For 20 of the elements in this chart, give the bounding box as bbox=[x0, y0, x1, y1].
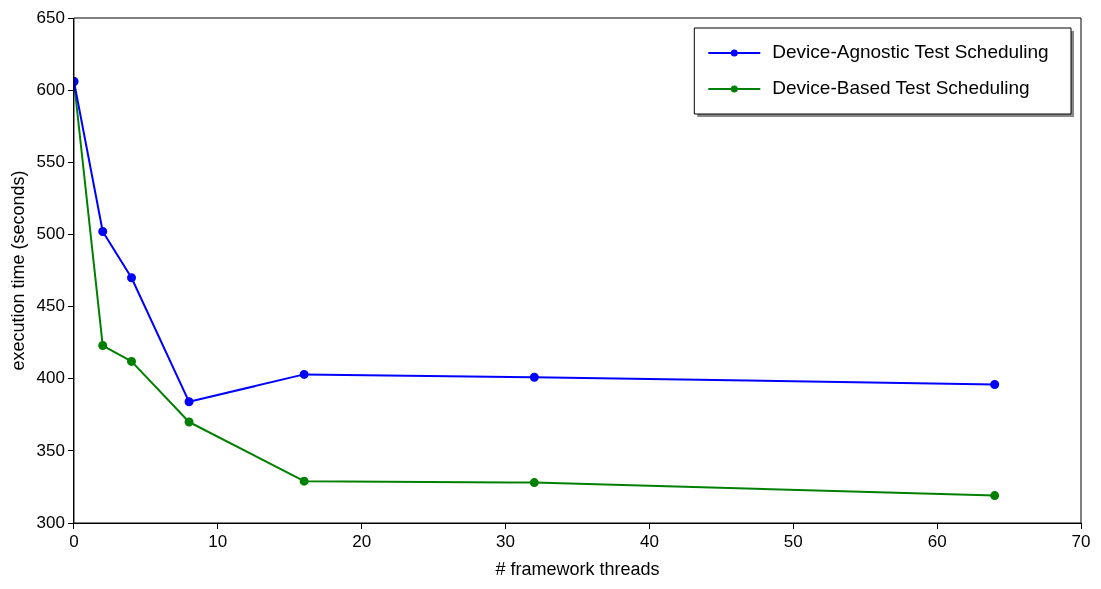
x-tick-label: 0 bbox=[69, 531, 79, 551]
y-tick-label: 550 bbox=[36, 151, 65, 171]
x-tick-label: 60 bbox=[927, 531, 947, 551]
x-tick-label: 70 bbox=[1071, 531, 1091, 551]
legend-label: Device-Based Test Scheduling bbox=[772, 77, 1030, 99]
y-tick-label: 300 bbox=[36, 512, 65, 532]
x-axis-title: # framework threads bbox=[495, 559, 660, 580]
y-tick-label: 350 bbox=[36, 440, 65, 460]
y-tick-label: 400 bbox=[36, 368, 65, 388]
y-tick-label: 600 bbox=[36, 79, 65, 99]
x-tick-label: 20 bbox=[352, 531, 372, 551]
legend-label: Device-Agnostic Test Scheduling bbox=[772, 41, 1049, 63]
x-tick-label: 40 bbox=[639, 531, 659, 551]
y-tick-label: 450 bbox=[36, 296, 65, 316]
y-tick-label: 500 bbox=[36, 224, 65, 244]
x-tick-label: 30 bbox=[496, 531, 516, 551]
y-tick-label: 650 bbox=[36, 7, 65, 27]
x-tick-label: 10 bbox=[208, 531, 228, 551]
x-tick-label: 50 bbox=[783, 531, 803, 551]
y-axis-title: execution time (seconds) bbox=[7, 170, 28, 371]
